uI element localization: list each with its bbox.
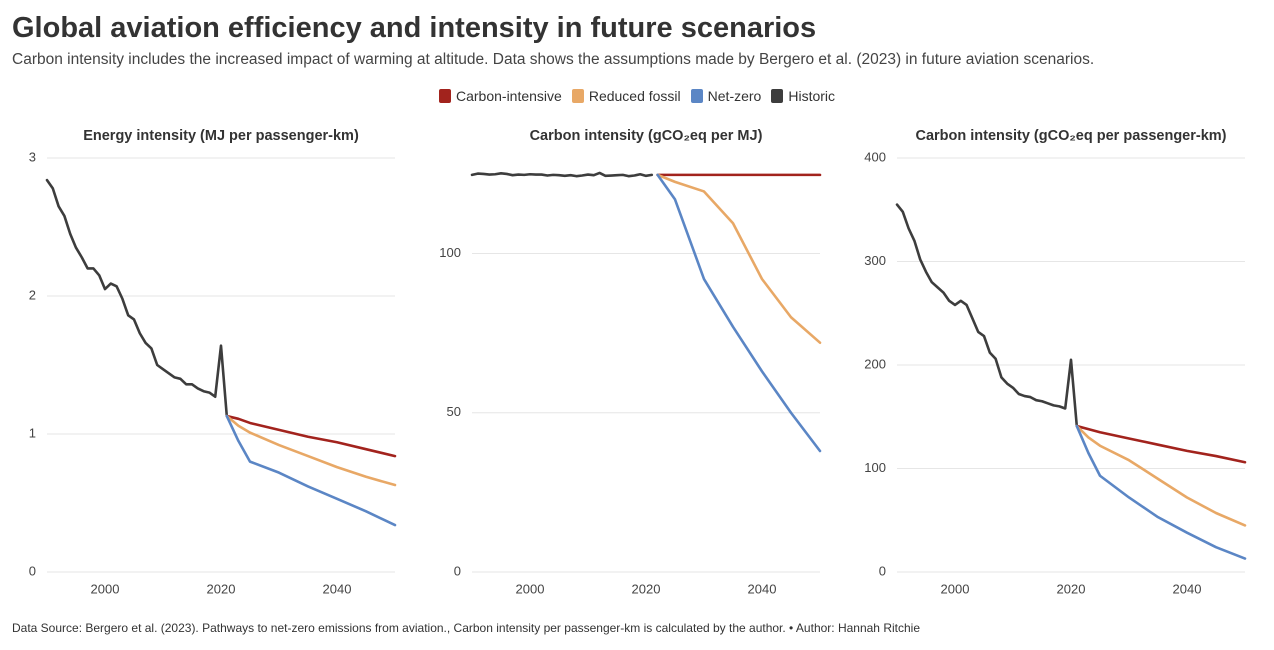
y-tick-label: 50 bbox=[447, 404, 461, 419]
y-tick-label: 100 bbox=[439, 245, 461, 260]
series-line bbox=[470, 171, 654, 178]
y-tick-label: 400 bbox=[864, 149, 886, 164]
legend-item: Historic bbox=[771, 88, 835, 104]
series-line bbox=[1075, 424, 1247, 527]
x-tick-label: 2040 bbox=[323, 581, 352, 596]
legend-swatch bbox=[690, 89, 703, 103]
legend-label: Carbon-intensive bbox=[455, 88, 562, 104]
y-tick-label: 1 bbox=[29, 425, 36, 440]
x-tick-label: 2040 bbox=[748, 581, 777, 596]
y-tick-label: 100 bbox=[864, 460, 886, 475]
legend-label: Net-zero bbox=[707, 88, 762, 104]
legend-item: Reduced fossil bbox=[571, 88, 681, 104]
subtitle: Carbon intensity includes the increased … bbox=[12, 51, 1095, 68]
series-line bbox=[1075, 424, 1247, 560]
y-tick-label: 300 bbox=[864, 253, 886, 268]
series-line bbox=[656, 173, 822, 345]
series-line bbox=[225, 414, 397, 527]
panel-title: Carbon intensity (gCO₂eq per passenger-k… bbox=[916, 128, 1227, 144]
x-tick-label: 2020 bbox=[1057, 581, 1086, 596]
series-line bbox=[895, 203, 1079, 428]
legend-swatch bbox=[571, 89, 584, 103]
x-tick-label: 2020 bbox=[207, 581, 236, 596]
panel-title: Carbon intensity (gCO₂eq per MJ) bbox=[530, 128, 763, 144]
x-tick-label: 2040 bbox=[1173, 581, 1202, 596]
source: Data Source: Bergero et al. (2023). Path… bbox=[12, 621, 920, 635]
legend: Carbon-intensive Reduced fossil Net-zero Hi… bbox=[0, 88, 1274, 104]
y-tick-label: 200 bbox=[864, 356, 886, 371]
series-line bbox=[225, 414, 397, 458]
series-line bbox=[45, 178, 229, 418]
x-tick-label: 2000 bbox=[516, 581, 545, 596]
legend-item: Carbon-intensive bbox=[438, 88, 562, 104]
x-tick-label: 2000 bbox=[91, 581, 120, 596]
legend-label: Historic bbox=[788, 88, 836, 104]
panel-title: Energy intensity (MJ per passenger-km) bbox=[83, 128, 359, 144]
legend-item: Net-zero bbox=[690, 88, 762, 104]
legend-swatch bbox=[438, 89, 451, 103]
y-tick-label: 0 bbox=[29, 563, 36, 578]
series-line bbox=[656, 173, 822, 453]
series-line bbox=[1075, 424, 1247, 464]
legend-swatch bbox=[771, 89, 784, 103]
series-line bbox=[225, 414, 397, 487]
y-tick-label: 0 bbox=[879, 563, 886, 578]
title: Global aviation efficiency and intensity… bbox=[12, 12, 817, 44]
legend-label: Reduced fossil bbox=[588, 88, 681, 104]
x-tick-label: 2000 bbox=[941, 581, 970, 596]
y-tick-label: 3 bbox=[29, 149, 36, 164]
x-tick-label: 2020 bbox=[632, 581, 661, 596]
y-tick-label: 2 bbox=[29, 287, 36, 302]
y-tick-label: 0 bbox=[454, 563, 461, 578]
